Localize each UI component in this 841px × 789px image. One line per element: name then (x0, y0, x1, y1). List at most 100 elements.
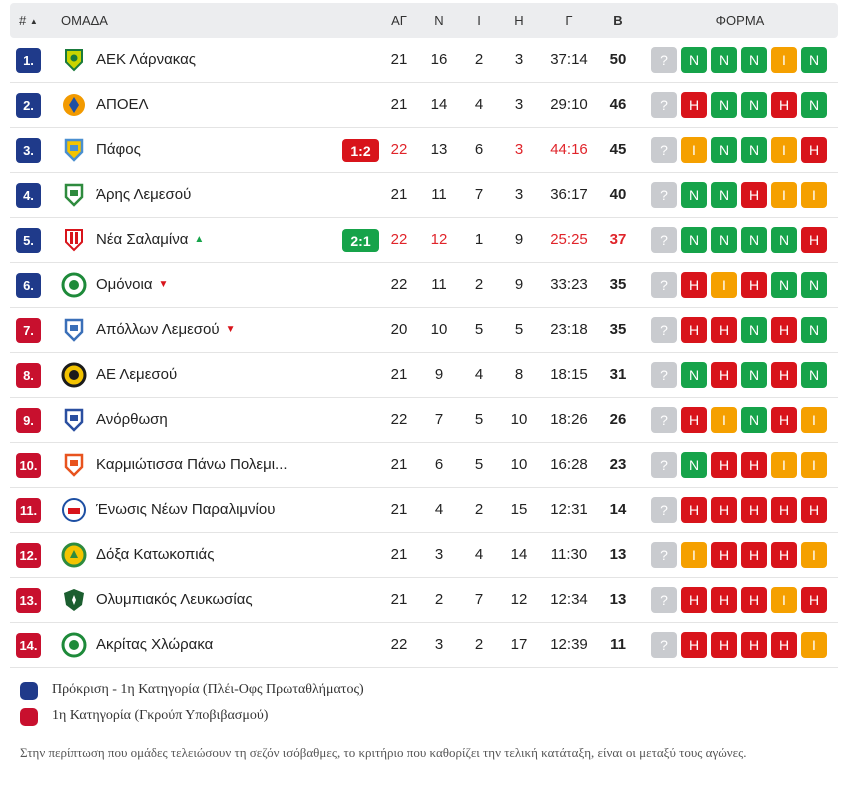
form-loss-badge[interactable]: Η (711, 362, 737, 388)
lost-header[interactable]: Η (514, 13, 524, 28)
team-name-link[interactable]: Ολυμπιακός Λευκωσίας (96, 591, 253, 608)
form-loss-badge[interactable]: Η (711, 542, 737, 568)
form-win-badge[interactable]: Ν (771, 227, 797, 253)
form-loss-badge[interactable]: Η (801, 227, 827, 253)
table-row[interactable]: 11. Ένωσις Νέων Παραλιμνίου 21 4 2 15 12:31 14?… (10, 488, 838, 533)
form-unknown-badge[interactable]: ? (651, 272, 677, 298)
team-name-link[interactable]: Νέα Σαλαμίνα ▲ (96, 231, 204, 248)
form-unknown-badge[interactable]: ? (651, 362, 677, 388)
table-row[interactable]: 14. Ακρίτας Χλώρακα 22 3 2 17 12:39 11? Η Η Η Η Ι (10, 623, 838, 668)
form-loss-badge[interactable]: Η (741, 632, 767, 658)
form-loss-badge[interactable]: Η (801, 587, 827, 613)
form-win-badge[interactable]: Ν (711, 227, 737, 253)
form-loss-badge[interactable]: Η (711, 587, 737, 613)
team-name-link[interactable]: ΑΕ Λεμεσού (96, 366, 177, 383)
team-name-link[interactable]: Ανόρθωση (96, 411, 168, 428)
form-draw-badge[interactable]: Ι (771, 587, 797, 613)
form-win-badge[interactable]: Ν (801, 47, 827, 73)
form-unknown-badge[interactable]: ? (651, 317, 677, 343)
form-loss-badge[interactable]: Η (741, 452, 767, 478)
form-win-badge[interactable]: Ν (801, 92, 827, 118)
form-loss-badge[interactable]: Η (711, 497, 737, 523)
form-draw-badge[interactable]: Ι (801, 542, 827, 568)
team-name-link[interactable]: Ακρίτας Χλώρακα (96, 636, 213, 653)
form-unknown-badge[interactable]: ? (651, 407, 677, 433)
form-win-badge[interactable]: Ν (741, 47, 767, 73)
form-draw-badge[interactable]: Ι (801, 452, 827, 478)
form-loss-badge[interactable]: Η (801, 497, 827, 523)
form-unknown-badge[interactable]: ? (651, 47, 677, 73)
form-loss-badge[interactable]: Η (771, 362, 797, 388)
form-loss-badge[interactable]: Η (771, 542, 797, 568)
form-win-badge[interactable]: Ν (741, 227, 767, 253)
form-unknown-badge[interactable]: ? (651, 137, 677, 163)
table-row[interactable]: 5. Νέα Σαλαμίνα ▲ 2:1 22 12 1 9 25:25 37? Ν Ν Ν Ν Η (10, 218, 838, 263)
table-row[interactable]: 9. Ανόρθωση 22 7 5 10 18:26 26? Η Ι Ν Η Ι (10, 398, 838, 443)
form-draw-badge[interactable]: Ι (771, 137, 797, 163)
form-unknown-badge[interactable]: ? (651, 632, 677, 658)
form-draw-badge[interactable]: Ι (801, 632, 827, 658)
form-draw-badge[interactable]: Ι (801, 407, 827, 433)
team-name-link[interactable]: Ένωσις Νέων Παραλιμνίου (96, 501, 275, 518)
form-draw-badge[interactable]: Ι (681, 542, 707, 568)
form-draw-badge[interactable]: Ι (711, 272, 737, 298)
form-win-badge[interactable]: Ν (741, 407, 767, 433)
form-win-badge[interactable]: Ν (681, 362, 707, 388)
form-loss-badge[interactable]: Η (681, 92, 707, 118)
goals-header[interactable]: Γ (565, 13, 573, 28)
form-loss-badge[interactable]: Η (771, 407, 797, 433)
form-win-badge[interactable]: Ν (741, 317, 767, 343)
table-row[interactable]: 4. Άρης Λεμεσού 21 11 7 3 36:17 40? Ν Ν Η Ι Ι (10, 173, 838, 218)
form-draw-badge[interactable]: Ι (711, 407, 737, 433)
form-draw-badge[interactable]: Ι (771, 182, 797, 208)
form-win-badge[interactable]: Ν (801, 317, 827, 343)
form-loss-badge[interactable]: Η (681, 587, 707, 613)
table-row[interactable]: 3. Πάφος 1:2 22 13 6 3 44:16 45? Ι Ν Ν Ι Η (10, 128, 838, 173)
form-win-badge[interactable]: Ν (741, 362, 767, 388)
table-row[interactable]: 6. Ομόνοια ▼ 22 11 2 9 33:23 35? Η Ι Η Ν Ν (10, 263, 838, 308)
form-loss-badge[interactable]: Η (681, 317, 707, 343)
drawn-header[interactable]: Ι (477, 13, 481, 28)
team-header[interactable]: ΟΜΑΔΑ (61, 13, 108, 28)
form-loss-badge[interactable]: Η (771, 497, 797, 523)
form-unknown-badge[interactable]: ? (651, 182, 677, 208)
table-row[interactable]: 10. Καρμιώτισσα Πάνω Πολεμι... 21 6 5 10 16:28… (10, 443, 838, 488)
form-draw-badge[interactable]: Ι (681, 137, 707, 163)
table-row[interactable]: 13. Ολυμπιακός Λευκωσίας 21 2 7 12 12:34 13? Η Η Η… (10, 578, 838, 623)
form-draw-badge[interactable]: Ι (771, 452, 797, 478)
form-loss-badge[interactable]: Η (741, 272, 767, 298)
form-loss-badge[interactable]: Η (771, 92, 797, 118)
table-row[interactable]: 7. Απόλλων Λεμεσού ▼ 20 10 5 5 23:18 35? Η Η Ν Η Ν (10, 308, 838, 353)
team-name-link[interactable]: Ομόνοια ▼ (96, 276, 168, 293)
form-unknown-badge[interactable]: ? (651, 227, 677, 253)
form-loss-badge[interactable]: Η (741, 182, 767, 208)
form-loss-badge[interactable]: Η (711, 452, 737, 478)
table-row[interactable]: 1. ΑΕΚ Λάρνακας 21 16 2 3 37:14 50? Ν Ν Ν Ι Ν (10, 38, 838, 83)
form-loss-badge[interactable]: Η (711, 317, 737, 343)
form-loss-badge[interactable]: Η (681, 272, 707, 298)
form-loss-badge[interactable]: Η (771, 317, 797, 343)
form-unknown-badge[interactable]: ? (651, 452, 677, 478)
form-loss-badge[interactable]: Η (801, 137, 827, 163)
form-win-badge[interactable]: Ν (681, 227, 707, 253)
table-row[interactable]: 2. ΑΠΟΕΛ 21 14 4 3 29:10 46? Η Ν Ν Η Ν (10, 83, 838, 128)
points-header[interactable]: Β (613, 13, 623, 28)
table-row[interactable]: 12. Δόξα Κατωκοπιάς 21 3 4 14 11:30 13? Ι Η Η Η Ι (10, 533, 838, 578)
team-name-link[interactable]: Πάφος (96, 141, 141, 158)
played-header[interactable]: ΑΓ (391, 13, 407, 28)
team-name-link[interactable]: ΑΠΟΕΛ (96, 96, 149, 113)
team-name-link[interactable]: ΑΕΚ Λάρνακας (96, 51, 196, 68)
form-draw-badge[interactable]: Ι (801, 182, 827, 208)
rank-header[interactable]: # ▲ (19, 13, 38, 28)
form-win-badge[interactable]: Ν (741, 137, 767, 163)
form-draw-badge[interactable]: Ι (771, 47, 797, 73)
form-win-badge[interactable]: Ν (681, 452, 707, 478)
live-score-badge[interactable]: 2:1 (342, 229, 379, 252)
team-name-link[interactable]: Δόξα Κατωκοπιάς (96, 546, 214, 563)
form-win-badge[interactable]: Ν (801, 272, 827, 298)
team-name-link[interactable]: Καρμιώτισσα Πάνω Πολεμι... (96, 456, 288, 473)
form-win-badge[interactable]: Ν (711, 137, 737, 163)
form-win-badge[interactable]: Ν (771, 272, 797, 298)
team-name-link[interactable]: Άρης Λεμεσού (96, 186, 191, 203)
form-loss-badge[interactable]: Η (771, 632, 797, 658)
